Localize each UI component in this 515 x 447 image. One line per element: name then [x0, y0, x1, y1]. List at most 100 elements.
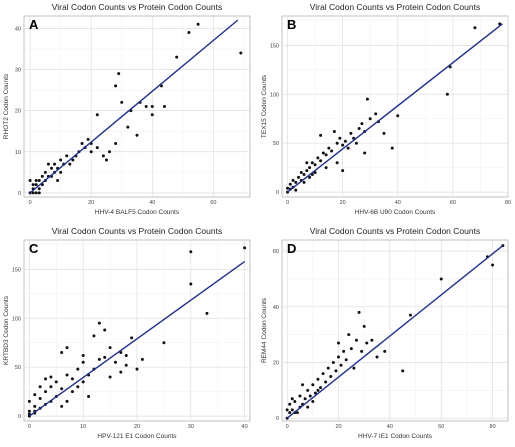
y-tick-label: 0 [18, 191, 21, 197]
x-tick-label: 40 [242, 424, 248, 430]
y-tick-label: 150 [12, 267, 21, 273]
scatter-point [360, 349, 364, 353]
scatter-point [162, 341, 166, 345]
x-tick-label: 0 [286, 200, 289, 206]
scatter-point [43, 170, 47, 174]
scatter-point [299, 171, 303, 175]
plot-area [281, 239, 509, 422]
y-tick-label: 0 [276, 190, 279, 196]
scatter-point [95, 146, 99, 150]
scatter-point [86, 137, 90, 141]
scatter-point [144, 105, 148, 108]
fit-line [286, 245, 504, 419]
scatter-point [341, 169, 345, 173]
scatter-point [38, 396, 42, 400]
scatter-point [81, 380, 85, 384]
scatter-point [31, 183, 35, 187]
scatter-point [117, 72, 121, 76]
scatter-point [316, 377, 320, 381]
scatter-point [81, 353, 85, 357]
scatter-point [337, 341, 340, 345]
scatter-point [305, 169, 309, 173]
scatter-point [140, 357, 144, 361]
scatter-point [108, 150, 112, 154]
scatter-point [338, 136, 342, 140]
scatter-point [103, 355, 107, 359]
scatter-point [119, 370, 123, 374]
scatter-point [59, 170, 63, 174]
x-axis-label: HHV-7 IE1 Codon Counts [358, 433, 433, 440]
scatter-point [135, 133, 139, 137]
y-tick-label: 100 [12, 316, 21, 322]
scatter-point [310, 161, 314, 165]
scatter-point [439, 277, 443, 281]
y-tick-label: 30 [15, 67, 21, 73]
scatter-point [294, 188, 298, 192]
chart-title: Viral Codon Counts vs Protein Codon Coun… [310, 2, 480, 12]
scatter-point [390, 146, 394, 150]
scatter-point [114, 142, 118, 146]
y-axis-label: REM44 Codon Counts [261, 297, 268, 363]
scatter-point [239, 51, 243, 55]
scatter-point [302, 180, 306, 184]
scatter-point [344, 358, 348, 362]
x-axis-label: HPV-121 E1 Codon Counts [97, 433, 177, 440]
x-tick-label: 20 [134, 424, 140, 430]
scatter-point [339, 363, 343, 367]
fit-line [287, 23, 503, 193]
scatter-point [331, 361, 335, 365]
scatter-point [31, 191, 35, 195]
scatter-point [324, 166, 328, 170]
scatter-point [95, 113, 99, 117]
scatter-point [150, 113, 154, 117]
scatter-point [114, 84, 118, 88]
x-tick-label: 40 [395, 200, 401, 206]
scatter-point [365, 97, 369, 101]
y-axis-label: RHOT2 Codon Counts [3, 73, 10, 139]
scatter-point [68, 162, 72, 166]
scatter-point [80, 142, 84, 146]
scatter-point [130, 336, 134, 340]
chart-svg: 0 20 40 60 80 0 50 100 150 Viral Codon Counts vs … [261, 2, 511, 216]
scatter-point [103, 328, 107, 332]
scatter-point [311, 383, 315, 387]
x-tick-label: 60 [210, 200, 216, 206]
scatter-point [368, 117, 372, 121]
scatter-point [352, 366, 356, 370]
scatter-point [65, 399, 69, 403]
scatter-point [44, 377, 48, 381]
scatter-point [337, 355, 340, 359]
scatter-point [59, 158, 63, 162]
panel-letter: D [287, 241, 296, 256]
scatter-point [297, 175, 301, 179]
y-tick-label: 0 [276, 416, 279, 422]
scatter-point [341, 143, 345, 147]
scatter-point [38, 385, 42, 389]
x-tick-label: 0 [29, 200, 32, 206]
scatter-point [56, 179, 60, 183]
scatter-point [408, 313, 412, 317]
scatter-point [293, 400, 297, 404]
scatter-point [349, 131, 353, 135]
scatter-point [327, 146, 331, 150]
scatter-point [54, 380, 58, 384]
scatter-point [473, 26, 477, 30]
scatter-point [49, 385, 53, 389]
scatter-point [335, 161, 339, 165]
scatter-point [349, 347, 353, 351]
scatter-point [311, 400, 315, 404]
scatter-point [92, 334, 96, 338]
scatter-point [27, 409, 31, 413]
y-tick-label: 0 [18, 414, 21, 420]
panel-d: 0 20 40 60 80 0 20 40 60 Viral Codon Counts vs Pr… [258, 224, 515, 447]
scatter-point [308, 394, 312, 398]
x-tick-label: 20 [340, 200, 346, 206]
scatter-point [357, 310, 361, 314]
scatter-point [28, 179, 32, 183]
chart-svg: 0 20 40 60 80 0 20 40 60 Viral Codon Counts vs Pr… [261, 226, 509, 440]
chart-title: Viral Codon Counts vs Protein Codon Coun… [52, 226, 222, 236]
scatter-point [33, 393, 37, 397]
scatter-point [49, 166, 53, 170]
scatter-point [37, 187, 41, 191]
scatter-point [189, 250, 193, 254]
